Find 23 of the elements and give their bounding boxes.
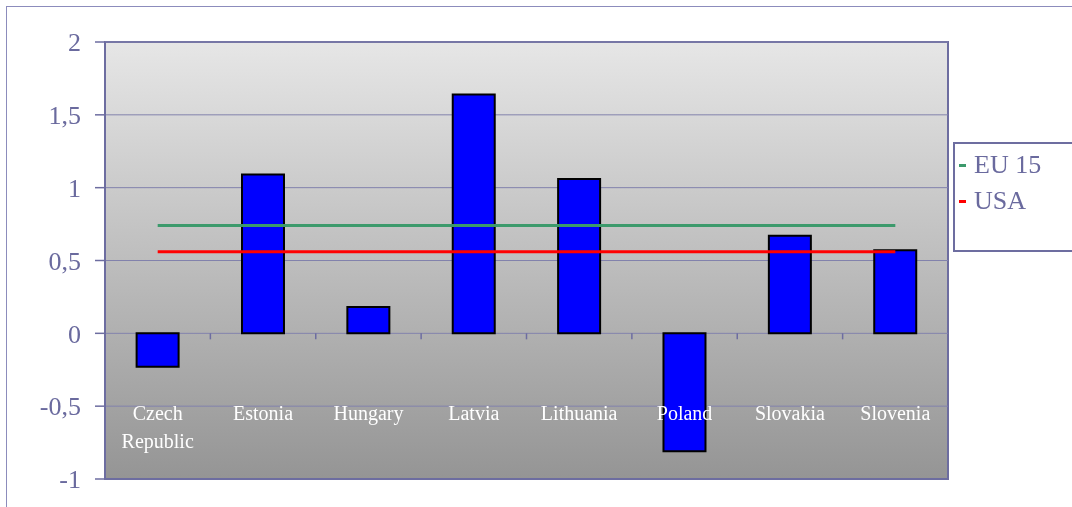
y-tick-label: -1 xyxy=(59,465,81,495)
y-tick-label: 0,5 xyxy=(48,246,81,276)
x-tick-label: Lithuania xyxy=(540,401,618,424)
bar xyxy=(767,234,812,335)
y-tick-label: -0,5 xyxy=(39,392,81,422)
bar xyxy=(557,177,602,335)
bar xyxy=(240,173,285,335)
bar xyxy=(346,306,391,335)
y-tick-label: 1 xyxy=(68,173,81,203)
x-tick-label: Hungary xyxy=(333,401,404,425)
x-tick-label: Slovakia xyxy=(754,401,826,424)
y-tick-label: 1,5 xyxy=(48,101,81,131)
x-tick-label: Latvia xyxy=(448,401,500,424)
bar xyxy=(451,93,496,335)
x-tick-label: Czech Republic xyxy=(121,401,194,453)
y-tick-label: 0 xyxy=(68,319,81,349)
legend-label: USA xyxy=(974,186,1027,216)
y-tick-label: 2 xyxy=(68,28,81,58)
x-tick-label: Estonia xyxy=(233,401,294,424)
legend-label: EU 15 xyxy=(974,150,1042,180)
x-tick-label: Slovenia xyxy=(860,401,931,424)
bar xyxy=(135,332,180,368)
bar xyxy=(873,249,918,335)
